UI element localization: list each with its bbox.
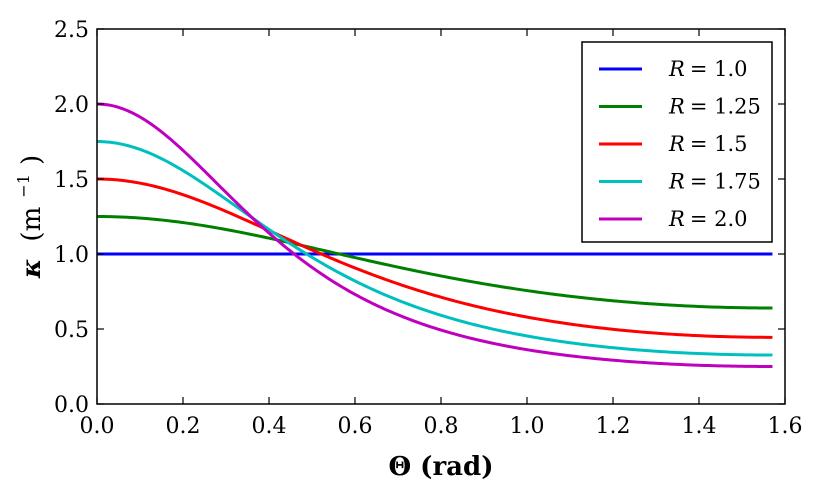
y-tick-label: 0.5: [54, 318, 89, 343]
x-tick-label: 0.2: [166, 414, 201, 439]
x-tick-label: 0.8: [424, 414, 459, 439]
series-line-4: [96, 102, 773, 368]
series-line-3: [96, 140, 773, 357]
x-axis-label: Θ (rad): [388, 452, 493, 482]
legend-var: R: [668, 170, 685, 194]
series-layer: [96, 102, 773, 368]
y-axis-symbol: κ: [17, 259, 47, 280]
x-tick-label: 1.4: [682, 414, 717, 439]
legend-equals: = 2.0: [690, 207, 748, 231]
x-tick-label: 1.0: [510, 414, 545, 439]
x-tick-label: 0.0: [80, 414, 115, 439]
y-tick-label: 2.0: [54, 93, 89, 118]
legend-label-1: R = 1.25: [668, 95, 761, 119]
y-axis-unit-exponent: −1: [14, 174, 33, 198]
legend-label-4: R = 2.0: [668, 207, 747, 231]
legend-box: [581, 41, 773, 243]
y-tick-label: 1.0: [54, 243, 89, 268]
y-tick-label: 2.5: [54, 18, 89, 43]
legend-items: R = 1.0R = 1.25R = 1.5R = 1.75R = 2.0: [599, 57, 761, 231]
legend-equals: = 1.25: [690, 95, 761, 119]
legend-var: R: [668, 95, 685, 119]
x-tick-label: 0.6: [338, 414, 373, 439]
y-tick-label: 0.0: [54, 393, 89, 418]
legend-label-0: R = 1.0: [668, 57, 747, 81]
y-axis-unit-close: ): [17, 155, 47, 165]
legend-var: R: [668, 132, 685, 156]
y-axis-label: κ (m −1 ): [6, 155, 47, 279]
series-line-2: [96, 177, 773, 339]
ticks-layer: [96, 28, 786, 405]
legend-equals: = 1.75: [690, 170, 761, 194]
x-tick-label: 1.2: [596, 414, 631, 439]
y-axis-unit-open: (m: [17, 207, 47, 242]
legend-equals: = 1.0: [690, 57, 748, 81]
x-tick-label: 1.6: [768, 414, 803, 439]
legend-var: R: [668, 207, 685, 231]
legend-equals: = 1.5: [690, 132, 748, 156]
legend-label-3: R = 1.75: [668, 170, 761, 194]
legend-label-2: R = 1.5: [668, 132, 747, 156]
y-tick-label: 1.5: [54, 168, 89, 193]
legend-var: R: [668, 57, 685, 81]
tick-labels: 0.0 0.2 0.4 0.6 0.8 1.0 1.2 1.4 1.6 0.0 0.5 1.0 1.5 2…: [54, 18, 803, 439]
legend: R = 1.0R = 1.25R = 1.5R = 1.75R = 2.0: [581, 41, 773, 243]
x-tick-label: 0.4: [252, 414, 287, 439]
series-line-1: [96, 215, 773, 310]
